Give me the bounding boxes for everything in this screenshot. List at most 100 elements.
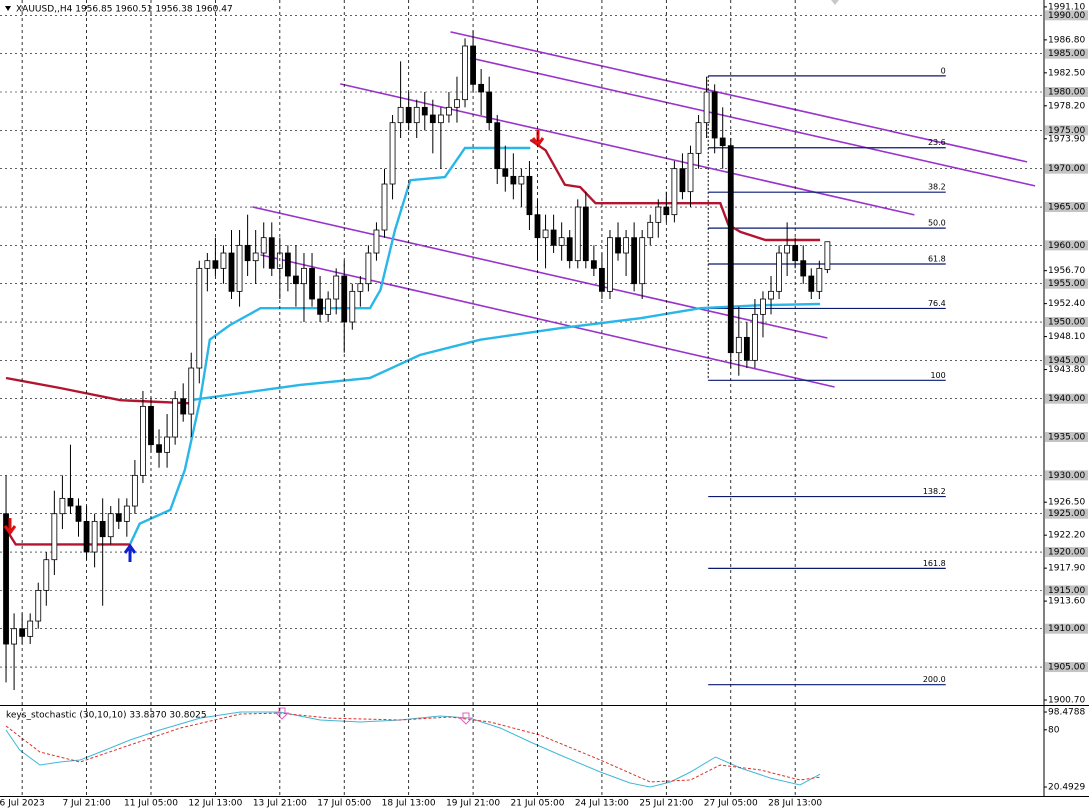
stochastic-line: [5, 711, 821, 788]
y-tick-label: 1926.50: [1048, 498, 1085, 508]
candle-body: [631, 237, 638, 285]
candle-body: [357, 283, 364, 292]
price-pane: 0 23.6 38.2 50.0 61.8 76.4 100 138.2 161.8 200.0: [0, 15, 1044, 691]
candle-body: [510, 175, 517, 185]
candle-body: [301, 267, 307, 285]
level-box: [1045, 662, 1088, 673]
indicator-title: keys_stochastic (30,10,10) 33.8370 30.80…: [6, 711, 207, 721]
candle-body: [220, 252, 227, 269]
sell-arrow: [531, 130, 545, 148]
level-label: 1970.00: [1048, 164, 1085, 174]
level-label: 1985.00: [1048, 49, 1085, 59]
candle-body: [67, 497, 74, 507]
candle-body: [99, 520, 106, 538]
candle-body: [768, 290, 774, 300]
y-tick-label: 1973.90: [1048, 134, 1085, 144]
level-box: [1045, 278, 1088, 289]
candle-body: [309, 267, 315, 300]
candle-body: [244, 244, 251, 262]
fib-label: 200.0: [923, 675, 946, 684]
fib-label: 100: [930, 371, 945, 380]
candle-body: [760, 298, 766, 315]
level-box: [1045, 547, 1088, 558]
candle-body: [824, 241, 831, 270]
candle-body: [236, 244, 243, 292]
y-tick-label: 1982.50: [1048, 68, 1085, 78]
candle-body: [752, 313, 758, 361]
candle-body: [188, 367, 195, 415]
candle-body: [91, 520, 98, 553]
candle-body: [429, 114, 436, 124]
candle-body: [164, 436, 170, 453]
candle-body: [180, 398, 187, 415]
level-label: 1925.00: [1048, 509, 1085, 519]
level-label: 1990.00: [1048, 11, 1085, 21]
candle-body: [800, 260, 807, 277]
level-label: 1965.00: [1048, 203, 1085, 213]
y-tick-label: 1978.20: [1048, 101, 1085, 111]
menu-triangle[interactable]: [5, 6, 11, 11]
level-label: 1980.00: [1048, 88, 1085, 98]
fib-label: 161.8: [923, 559, 946, 568]
candle-body: [526, 175, 533, 216]
x-tick-label: 25 Jul 21:00: [639, 799, 693, 809]
candle-body: [582, 206, 589, 262]
level-box: [1045, 623, 1088, 634]
candle-body: [784, 244, 791, 254]
candle-body: [131, 474, 138, 507]
candle-body: [687, 152, 694, 193]
fib-label: 138.2: [923, 487, 946, 496]
level-label: 1975.00: [1048, 126, 1085, 136]
candle-body: [518, 175, 525, 185]
level-box: [1045, 432, 1088, 443]
candle-body: [558, 237, 565, 246]
candle-body: [566, 237, 573, 262]
level-box: [1045, 48, 1088, 59]
y-tick-label: 98.4788: [1048, 708, 1085, 718]
candle-body: [776, 252, 782, 292]
y-tick-label: 1986.80: [1048, 35, 1085, 45]
candle-body: [333, 275, 340, 300]
y-tick-label: 20.4929: [1048, 783, 1085, 793]
candle-body: [550, 229, 557, 246]
level-box: [1045, 163, 1088, 174]
stoch-arrow: [274, 707, 290, 720]
candle-body: [421, 106, 428, 116]
candle-body: [542, 229, 549, 239]
candle-body: [599, 267, 605, 292]
level-box: [1045, 125, 1088, 136]
candle-body: [172, 398, 179, 438]
fib-label: 0: [941, 66, 946, 75]
y-tick-label: 1900.70: [1048, 696, 1085, 706]
candle-body: [671, 168, 678, 216]
candle-body: [268, 237, 275, 269]
y-tick-label: 80: [1048, 725, 1060, 735]
candle-body: [639, 237, 646, 285]
candle-body: [228, 252, 235, 292]
fib-label: 61.8: [928, 255, 946, 264]
candle-body: [196, 267, 203, 369]
sell-arrow: [3, 518, 17, 536]
shift-marker: [831, 0, 839, 5]
candle-body: [735, 336, 742, 354]
level-box: [1045, 585, 1088, 596]
level-box: [1045, 317, 1088, 328]
candle-body: [51, 513, 58, 561]
fib-label: 23.6: [928, 138, 946, 147]
fib-label: 50.0: [928, 219, 946, 228]
level-box: [1045, 355, 1088, 366]
stoch-arrow: [458, 712, 474, 725]
candle-body: [252, 252, 259, 262]
level-box: [1045, 470, 1088, 481]
indicator-line: [5, 376, 191, 405]
candle-body: [204, 260, 211, 269]
x-tick-label: 11 Jul 05:00: [124, 799, 178, 809]
candle-body: [574, 206, 581, 262]
candle-body: [389, 122, 396, 185]
candle-body: [3, 513, 9, 645]
candle-body: [11, 628, 17, 645]
candle-body: [703, 91, 710, 124]
candle-body: [317, 298, 323, 315]
